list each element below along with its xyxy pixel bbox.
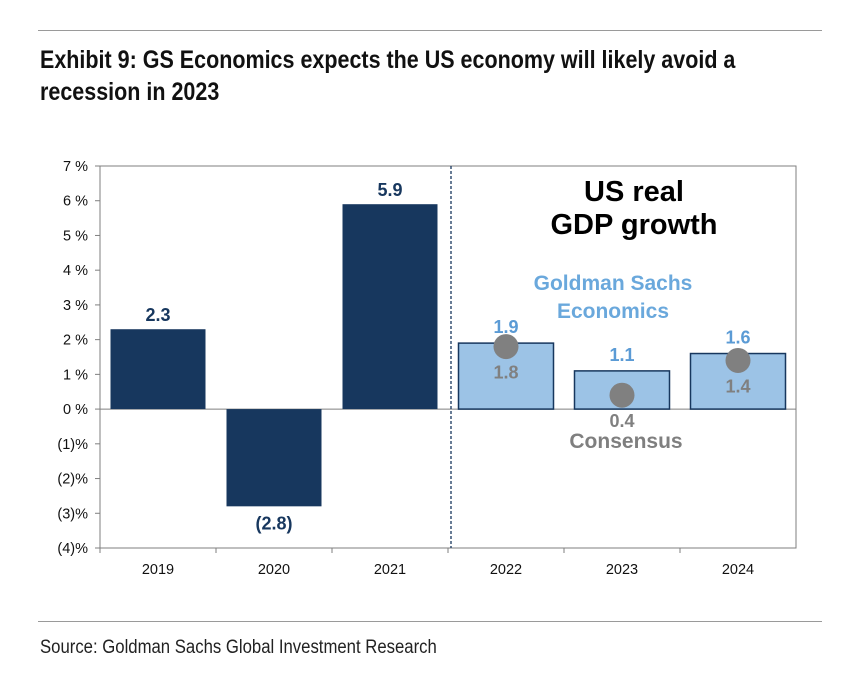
y-tick-label: (1)% [57, 437, 88, 453]
x-category-label: 2023 [606, 562, 638, 578]
consensus-value-label: 1.8 [493, 363, 518, 383]
gs-forecast-bar [689, 352, 787, 410]
gs-legend-line-2: Economics [557, 300, 669, 323]
y-tick-label: 7 % [63, 159, 88, 175]
consensus-dot [493, 334, 519, 360]
y-tick-label: (2)% [57, 472, 88, 488]
actual-value-label: 5.9 [377, 180, 402, 200]
actual-value-label: 2.3 [145, 305, 170, 325]
actual-value-label: (2.8) [255, 513, 292, 533]
y-tick-label: 4 % [63, 263, 88, 279]
x-category-label: 2020 [258, 562, 290, 578]
actual-bar [342, 204, 438, 410]
x-category-label: 2019 [142, 562, 174, 578]
y-tick-label: (4)% [57, 541, 88, 557]
chart-title-line-2: GDP growth [550, 209, 717, 241]
chart-title-line-1: US real [584, 176, 684, 208]
gs-value-label: 1.9 [493, 317, 518, 337]
gs-value-label: 1.6 [725, 328, 750, 348]
x-category-label: 2021 [374, 562, 406, 578]
top-rule [38, 30, 822, 31]
gs-legend-line-1: Goldman Sachs [534, 272, 693, 295]
y-tick-label: 2 % [63, 333, 88, 349]
bottom-rule [38, 621, 822, 622]
exhibit-title: Exhibit 9: GS Economics expects the US e… [40, 46, 736, 106]
y-tick-label: (3)% [57, 506, 88, 522]
source-note: Source: Goldman Sachs Global Investment … [40, 637, 437, 658]
consensus-value-label: 1.4 [725, 376, 750, 396]
y-tick-label: 1 % [63, 367, 88, 383]
y-tick-label: 3 % [63, 298, 88, 314]
consensus-value-label: 0.4 [609, 411, 634, 431]
consensus-dot [609, 382, 635, 408]
gs-value-label: 1.1 [609, 345, 634, 365]
actual-bar [226, 409, 322, 507]
y-tick-label: 6 % [63, 194, 88, 210]
x-category-label: 2022 [490, 562, 522, 578]
y-tick-label: 0 % [63, 402, 88, 418]
consensus-dot [725, 347, 751, 373]
actual-bar [110, 329, 206, 410]
consensus-legend: Consensus [569, 430, 682, 453]
x-category-label: 2024 [722, 562, 754, 578]
y-tick-label: 5 % [63, 228, 88, 244]
